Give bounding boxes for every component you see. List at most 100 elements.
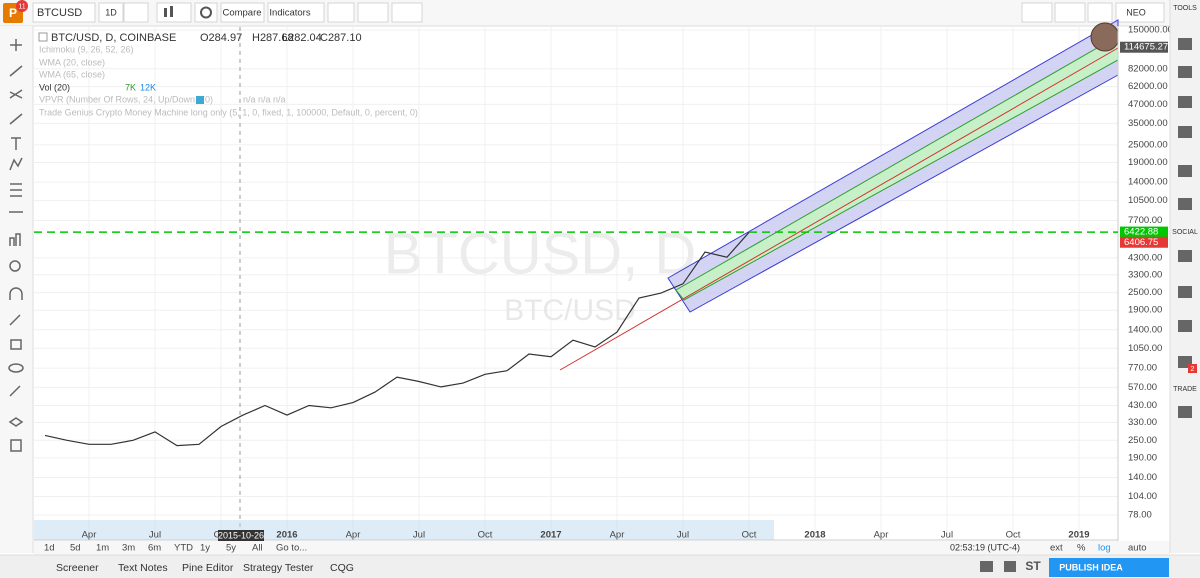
snapshot-button[interactable]: [980, 561, 993, 572]
x-tick-label: Oct: [478, 530, 493, 541]
x-tick-label: Jul: [941, 530, 953, 541]
x-tick-label: Apr: [874, 530, 889, 541]
volume-value: 12K: [140, 82, 156, 92]
range-button[interactable]: All: [252, 543, 263, 554]
price-tag: [1120, 236, 1168, 248]
indicators-label: Indicators: [269, 8, 310, 19]
tools-header: TOOLS: [1173, 5, 1197, 12]
y-tick-label: 570.00: [1128, 382, 1157, 393]
indicator: WMA (65, close): [39, 69, 105, 79]
footer: [0, 555, 1200, 578]
y-tick-label: 82000.00: [1128, 63, 1168, 74]
y-tick-label: 7700.00: [1128, 215, 1162, 226]
legend-close: C287.10: [320, 32, 362, 44]
stocktwits[interactable]: ST: [1025, 559, 1041, 573]
y-tick-label: 430.00: [1128, 400, 1157, 411]
y-tick-label: 19000.00: [1128, 157, 1168, 168]
y-tick-label: 250.00: [1128, 435, 1157, 446]
legend-low: L282.04: [282, 32, 322, 44]
indicators-button[interactable]: [267, 2, 325, 23]
scale-option[interactable]: %: [1077, 543, 1086, 554]
range-button[interactable]: 5y: [226, 543, 236, 554]
crosshair-date: 2015-10-26: [218, 530, 264, 540]
x-tick-label: Oct: [1006, 530, 1021, 541]
y-tick-label: 10500.00: [1128, 195, 1168, 206]
range-button[interactable]: YTD: [174, 543, 193, 554]
interval-button[interactable]: [98, 2, 124, 23]
cloud-button[interactable]: [1054, 2, 1086, 23]
scale-option[interactable]: log: [1098, 543, 1111, 554]
share-button[interactable]: [1004, 561, 1016, 572]
social-header: SOCIAL: [1172, 229, 1198, 236]
vpvr-name: VPVR (Number Of Rows, 24, Up/Down, 70): [39, 94, 213, 104]
x-tick-label: Jul: [149, 530, 161, 541]
y-tick-label: 4300.00: [1128, 252, 1162, 263]
upload-button[interactable]: [1087, 2, 1113, 23]
range-button[interactable]: 5d: [70, 543, 81, 554]
footer-tabs: Screener Text Notes Pine Editor Strategy Te…: [56, 562, 354, 574]
x-tick-label: Oct: [742, 530, 757, 541]
chart-style-button[interactable]: [156, 2, 192, 23]
footer-tab[interactable]: CQG: [330, 562, 354, 574]
badge: 11: [18, 3, 25, 10]
footer-tab[interactable]: Strategy Tester: [243, 562, 314, 574]
x-tick-label: 2018: [804, 530, 825, 541]
compare-button[interactable]: [220, 2, 265, 23]
range-button[interactable]: Go to...: [276, 543, 307, 554]
settings-button[interactable]: [194, 2, 218, 23]
undo-redo[interactable]: [391, 2, 423, 23]
drawing-toolbar: [0, 26, 33, 553]
account-button[interactable]: [1115, 2, 1165, 23]
footer-tab[interactable]: Text Notes: [118, 562, 168, 574]
price-tag: [1120, 41, 1168, 53]
publish-label: PUBLISH IDEA: [1059, 562, 1123, 572]
footer-tab[interactable]: Screener: [56, 562, 99, 574]
price-axis[interactable]: [1118, 27, 1170, 553]
volume-area: [34, 520, 774, 540]
legend-title: BTC/USD, D, COINBASE: [51, 32, 176, 44]
volume-value: 7K: [125, 82, 136, 92]
publish-button[interactable]: [1049, 558, 1169, 577]
regression-line: [559, 47, 1119, 371]
range-button[interactable]: 1d: [44, 543, 55, 554]
y-tick-label: 78.00: [1128, 510, 1152, 521]
x-tick-label: 2017: [540, 530, 561, 541]
drawing-tools[interactable]: [8, 39, 24, 452]
right-sidebar: [1170, 0, 1200, 553]
scale-options: ext% log auto: [1050, 543, 1147, 554]
sidebar-icons[interactable]: [1178, 38, 1192, 418]
range-button[interactable]: 1y: [200, 543, 210, 554]
y-tick-label: 1400.00: [1128, 324, 1162, 335]
symbol-input[interactable]: [32, 2, 96, 23]
chart-pane[interactable]: [34, 27, 1118, 540]
symbol: BTCUSD: [37, 7, 82, 19]
range-button[interactable]: 1m: [96, 543, 109, 554]
x-tick-label: Apr: [82, 530, 97, 541]
crosshair-date-box: [218, 530, 264, 542]
x-tick-label: Apr: [610, 530, 625, 541]
template-button[interactable]: [357, 2, 389, 23]
price-tag-label: 114675.27: [1124, 42, 1168, 53]
y-tick-label: 1050.00: [1128, 343, 1162, 354]
legend-open: O284.97: [200, 32, 242, 44]
price-tag: [1120, 226, 1168, 238]
footer-tab[interactable]: Pine Editor: [182, 562, 234, 574]
interval-menu[interactable]: [123, 2, 149, 23]
price-tag-label: 6406.75: [1124, 237, 1158, 248]
scale-option[interactable]: ext: [1050, 543, 1063, 554]
y-tick-label: 190.00: [1128, 452, 1157, 463]
price-tag-label: 6422.88: [1124, 227, 1158, 238]
range-buttons: 1d 5d 1m 3m 6m YTD 1y 5y All Go to...: [44, 543, 307, 554]
price-line: [44, 231, 750, 447]
watermark-symbol: BTCUSD, D: [384, 221, 697, 286]
y-tick-label: 35000.00: [1128, 118, 1168, 129]
range-button[interactable]: 6m: [148, 543, 161, 554]
x-tick-label: Apr: [346, 530, 361, 541]
range-button[interactable]: 3m: [122, 543, 135, 554]
alert-button[interactable]: [327, 2, 355, 23]
layout-button[interactable]: [1021, 2, 1053, 23]
strategy-name: Trade Genius Crypto Money Machine long o…: [39, 107, 418, 117]
scale-option[interactable]: auto: [1128, 543, 1147, 554]
y-tick-label: 140.00: [1128, 472, 1157, 483]
x-tick-label: 2019: [1068, 530, 1089, 541]
